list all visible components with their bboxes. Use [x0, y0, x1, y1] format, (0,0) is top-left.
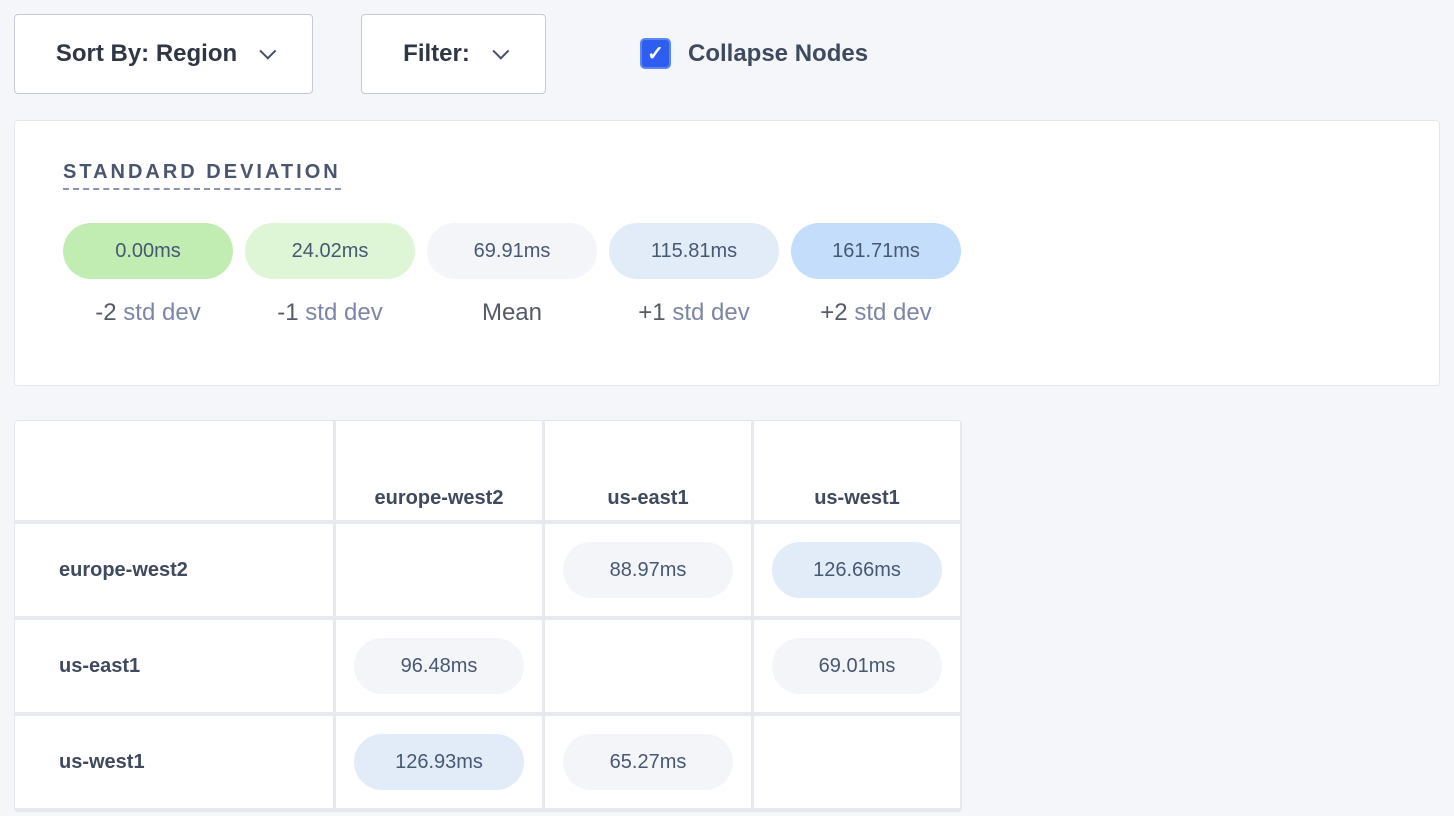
- sort-by-dropdown[interactable]: Sort By: Region: [14, 14, 313, 94]
- legend-label: Mean: [427, 299, 597, 327]
- latency-pill: 96.48ms: [354, 638, 524, 694]
- legend-items: 0.00ms -2 std dev 24.02ms -1 std dev 69.91ms…: [63, 223, 961, 327]
- legend-item: 161.71ms +2 std dev: [791, 223, 961, 327]
- legend-pill: 161.71ms: [791, 223, 961, 279]
- legend-label-prefix: -1: [277, 299, 299, 326]
- legend-label: -2 std dev: [63, 299, 233, 327]
- row-header: us-east1: [15, 620, 333, 712]
- legend-label-suffix: std dev: [298, 299, 383, 326]
- column-header: us-east1: [545, 421, 751, 520]
- legend-title: STANDARD DEVIATION: [63, 161, 341, 190]
- matrix-cell: 65.27ms: [545, 716, 751, 808]
- legend-label-prefix: -2: [95, 299, 117, 326]
- legend-pill: 0.00ms: [63, 223, 233, 279]
- legend-label-prefix: Mean: [481, 299, 543, 326]
- latency-pill: 65.27ms: [563, 734, 733, 790]
- legend-pill: 115.81ms: [609, 223, 779, 279]
- legend-item: 0.00ms -2 std dev: [63, 223, 233, 327]
- latency-pill: 126.66ms: [772, 542, 942, 598]
- matrix-cell: 96.48ms: [336, 620, 542, 712]
- legend-label-prefix: +2: [820, 299, 848, 326]
- chevron-down-icon: [492, 42, 510, 60]
- corner-cell: [15, 421, 333, 520]
- legend-item: 69.91ms Mean: [427, 223, 597, 327]
- legend-label-suffix: std dev: [847, 299, 932, 326]
- latency-pill: 69.01ms: [772, 638, 942, 694]
- row-header: us-west1: [15, 716, 333, 808]
- latency-pill: 126.93ms: [354, 734, 524, 790]
- filter-label: Filter:: [403, 40, 470, 67]
- std-dev-legend-card: STANDARD DEVIATION 0.00ms -2 std dev 24.02…: [14, 120, 1440, 386]
- filter-dropdown[interactable]: Filter:: [361, 14, 546, 94]
- legend-label-prefix: +1: [638, 299, 666, 326]
- checkbox-checked-icon[interactable]: ✓: [640, 38, 671, 69]
- legend-pill: 24.02ms: [245, 223, 415, 279]
- legend-label: +1 std dev: [609, 299, 779, 327]
- legend-label-suffix: std dev: [665, 299, 750, 326]
- legend-item: 24.02ms -1 std dev: [245, 223, 415, 327]
- column-header: us-west1: [754, 421, 960, 520]
- matrix-cell: [336, 524, 542, 616]
- collapse-nodes-label: Collapse Nodes: [688, 39, 869, 67]
- matrix-cell: [754, 716, 960, 808]
- matrix-cell: 88.97ms: [545, 524, 751, 616]
- latency-matrix: europe-west2 us-east1 us-west1 europe-west2…: [14, 420, 962, 812]
- row-header: europe-west2: [15, 524, 333, 616]
- matrix-cell: [545, 620, 751, 712]
- matrix-cell: 69.01ms: [754, 620, 960, 712]
- collapse-nodes-toggle[interactable]: ✓ Collapse Nodes: [640, 38, 868, 69]
- matrix-cell: 126.66ms: [754, 524, 960, 616]
- legend-label: +2 std dev: [791, 299, 961, 327]
- sort-by-label: Sort By: Region: [55, 40, 238, 67]
- chevron-down-icon: [259, 42, 277, 60]
- legend-label: -1 std dev: [245, 299, 415, 327]
- latency-pill: 88.97ms: [563, 542, 733, 598]
- legend-item: 115.81ms +1 std dev: [609, 223, 779, 327]
- matrix-cell: 126.93ms: [336, 716, 542, 808]
- legend-pill: 69.91ms: [427, 223, 597, 279]
- column-header: europe-west2: [336, 421, 542, 520]
- legend-label-suffix: std dev: [116, 299, 201, 326]
